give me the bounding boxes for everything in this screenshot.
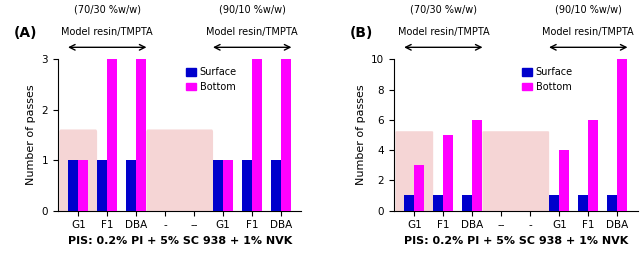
Text: Model resin/TMPTA: Model resin/TMPTA [542,27,634,37]
Bar [472,120,482,211]
Y-axis label: Number of passes: Number of passes [26,85,36,185]
Y-axis label: Number of passes: Number of passes [355,85,366,185]
Bar [549,195,559,211]
Bar [559,150,569,211]
Bar [404,195,414,211]
Text: (70/30 %w/w): (70/30 %w/w) [410,4,477,14]
Legend: Surface, Bottom: Surface, Bottom [186,67,237,92]
FancyBboxPatch shape [146,129,213,213]
Bar [126,160,137,211]
Legend: Surface, Bottom: Surface, Bottom [522,67,573,92]
Bar [97,160,108,211]
Text: (B): (B) [350,26,374,40]
Bar [108,59,117,211]
Text: Model resin/TMPTA: Model resin/TMPTA [206,27,298,37]
FancyBboxPatch shape [482,131,549,211]
Bar [252,59,262,211]
Bar [79,160,88,211]
Text: Model resin/TMPTA: Model resin/TMPTA [61,27,153,37]
Bar [281,59,291,211]
Text: (90/10 %w/w): (90/10 %w/w) [219,4,286,14]
FancyBboxPatch shape [395,131,433,211]
Bar [443,135,453,211]
Bar [588,120,598,211]
FancyBboxPatch shape [59,129,97,213]
Bar [414,165,424,211]
Text: Model resin/TMPTA: Model resin/TMPTA [397,27,489,37]
Bar [433,195,443,211]
Bar [68,160,79,211]
Bar [137,59,146,211]
Bar [617,59,627,211]
Bar [213,160,223,211]
Bar [271,160,281,211]
Bar [607,195,617,211]
Text: (A): (A) [14,26,37,40]
Bar [578,195,588,211]
Bar [223,160,233,211]
X-axis label: PIS: 0.2% PI + 5% SC 938 + 1% NVK: PIS: 0.2% PI + 5% SC 938 + 1% NVK [404,236,628,246]
Text: (70/30 %w/w): (70/30 %w/w) [74,4,141,14]
Text: (90/10 %w/w): (90/10 %w/w) [555,4,621,14]
Bar [242,160,252,211]
X-axis label: PIS: 0.2% PI + 5% SC 938 + 1% NVK: PIS: 0.2% PI + 5% SC 938 + 1% NVK [68,236,292,246]
Bar [462,195,472,211]
